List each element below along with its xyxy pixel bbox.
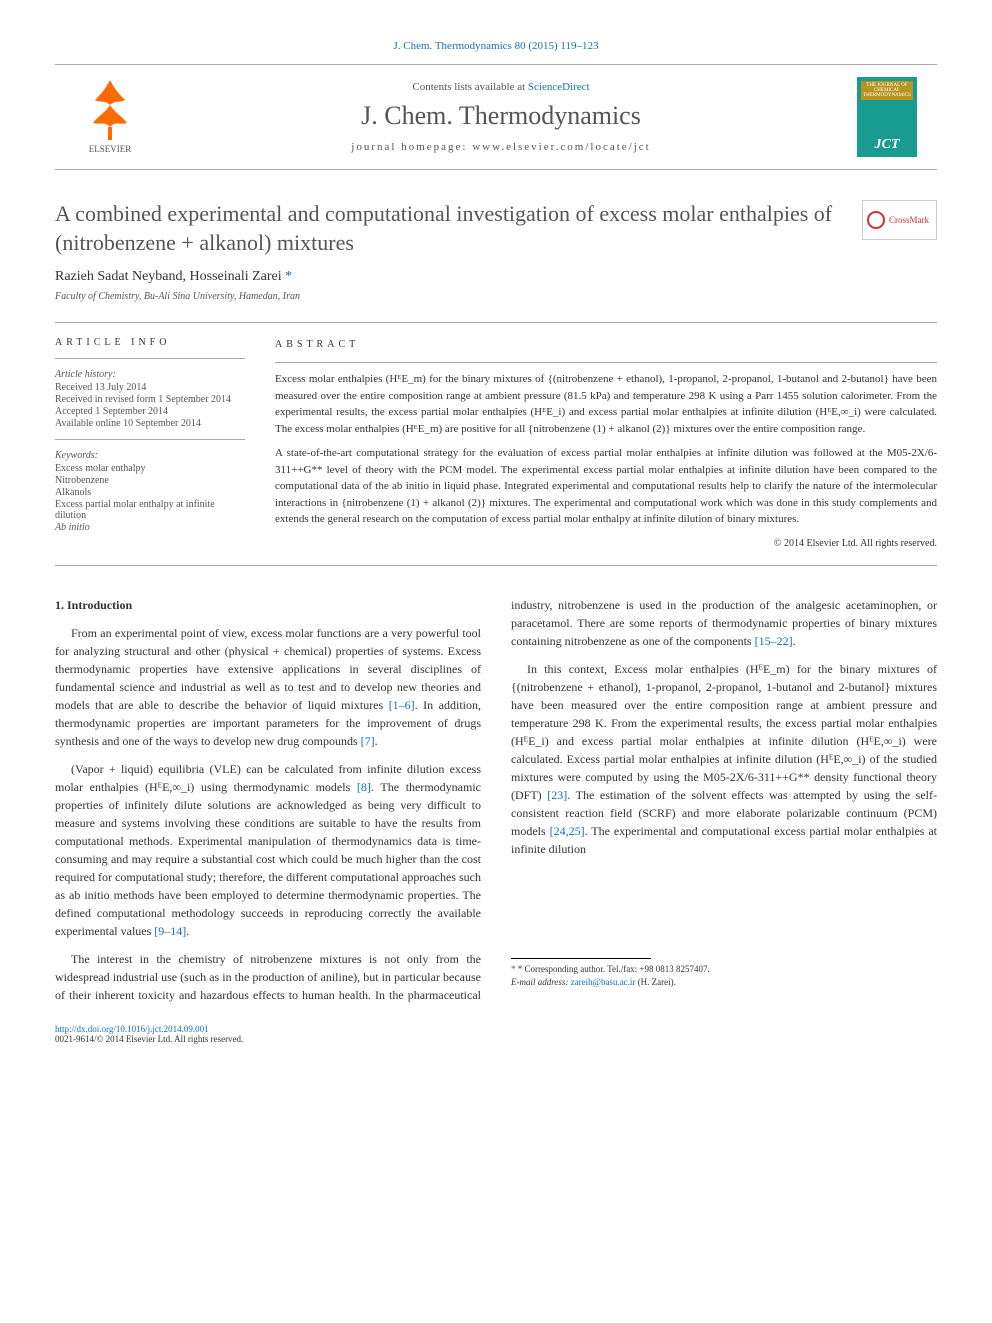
body-paragraph: In this context, Excess molar enthalpies… — [511, 660, 937, 858]
history-label: Article history: — [55, 369, 245, 380]
issn-copyright: 0021-9614/© 2014 Elsevier Ltd. All right… — [55, 1034, 937, 1044]
keyword: Excess partial molar enthalpy at infinit… — [55, 499, 245, 521]
article-info-sidebar: ARTICLE INFO Article history: Received 1… — [55, 337, 275, 551]
abstract-paragraph: Excess molar enthalpies (HᴱE_m) for the … — [275, 371, 937, 437]
citation-link[interactable]: [8] — [357, 780, 371, 794]
article-title: A combined experimental and computationa… — [55, 200, 937, 257]
citation-link[interactable]: [1–6] — [389, 698, 415, 712]
citation-link[interactable]: [24,25] — [550, 824, 585, 838]
citation-link[interactable]: [7] — [361, 734, 375, 748]
cover-jct-label: JCT — [875, 137, 900, 153]
footnote-separator — [511, 958, 651, 959]
article-body: 1. Introduction From an experimental poi… — [55, 596, 937, 1004]
email-link[interactable]: zareih@basu.ac.ir — [571, 977, 636, 987]
affiliation: Faculty of Chemistry, Bu-Ali Sina Univer… — [55, 291, 937, 302]
keyword: Excess molar enthalpy — [55, 463, 245, 474]
journal-title: J. Chem. Thermodynamics — [145, 101, 857, 131]
journal-header-block: ELSEVIER Contents lists available at Sci… — [55, 64, 937, 170]
crossmark-icon — [867, 211, 885, 229]
corr-symbol: * — [511, 964, 518, 974]
doi-link[interactable]: http://dx.doi.org/10.1016/j.jct.2014.09.… — [55, 1024, 937, 1034]
author-names[interactable]: Razieh Sadat Neyband, Hosseinali Zarei — [55, 269, 282, 284]
elsevier-logo[interactable]: ELSEVIER — [75, 75, 145, 159]
cover-top-text: THE JOURNAL OF CHEMICAL THERMODYNAMICS — [861, 81, 913, 100]
received-date: Received 13 July 2014 — [55, 382, 245, 393]
journal-homepage[interactable]: journal homepage: www.elsevier.com/locat… — [145, 141, 857, 153]
abstract-copyright: © 2014 Elsevier Ltd. All rights reserved… — [275, 536, 937, 551]
citation-link[interactable]: [23] — [547, 788, 567, 802]
email-footnote: E-mail address: zareih@basu.ac.ir (H. Za… — [511, 976, 937, 990]
accepted-date: Accepted 1 September 2014 — [55, 406, 245, 417]
keyword: Ab initio — [55, 522, 245, 533]
keyword: Alkanols — [55, 487, 245, 498]
crossmark-badge[interactable]: CrossMark — [862, 200, 937, 240]
sciencedirect-link[interactable]: ScienceDirect — [528, 81, 590, 93]
article-info-heading: ARTICLE INFO — [55, 337, 245, 348]
abstract-block: ABSTRACT Excess molar enthalpies (HᴱE_m)… — [275, 337, 937, 551]
online-date: Available online 10 September 2014 — [55, 418, 245, 429]
citation-link[interactable]: [15–22] — [755, 634, 793, 648]
keywords-label: Keywords: — [55, 450, 245, 461]
contents-prefix: Contents lists available at — [412, 81, 527, 93]
corresponding-footnote: * * Corresponding author. Tel./fax: +98 … — [511, 963, 937, 977]
keyword: Nitrobenzene — [55, 475, 245, 486]
abstract-paragraph: A state-of-the-art computational strateg… — [275, 445, 937, 528]
section-heading: 1. Introduction — [55, 596, 481, 614]
abstract-heading: ABSTRACT — [275, 337, 937, 352]
body-paragraph: (Vapor + liquid) equilibria (VLE) can be… — [55, 760, 481, 940]
revised-date: Received in revised form 1 September 201… — [55, 394, 245, 405]
authors-line: Razieh Sadat Neyband, Hosseinali Zarei * — [55, 269, 937, 285]
journal-cover-thumbnail[interactable]: THE JOURNAL OF CHEMICAL THERMODYNAMICS J… — [857, 77, 917, 157]
svg-text:ELSEVIER: ELSEVIER — [89, 144, 132, 154]
citation-link[interactable]: [9–14] — [154, 924, 186, 938]
contents-lists-line: Contents lists available at ScienceDirec… — [145, 81, 857, 93]
crossmark-label: CrossMark — [889, 215, 929, 225]
body-paragraph: From an experimental point of view, exce… — [55, 624, 481, 750]
page-footer: http://dx.doi.org/10.1016/j.jct.2014.09.… — [55, 1024, 937, 1044]
corresponding-marker: * — [285, 269, 292, 284]
top-citation[interactable]: J. Chem. Thermodynamics 80 (2015) 119–12… — [55, 40, 937, 52]
